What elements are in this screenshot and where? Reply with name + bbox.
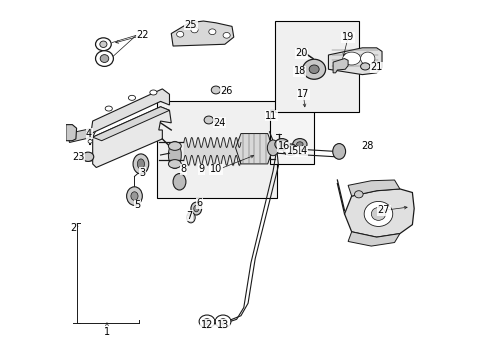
Ellipse shape (278, 142, 285, 147)
Ellipse shape (100, 55, 108, 63)
Text: 6: 6 (196, 198, 203, 208)
Polygon shape (66, 125, 77, 141)
Ellipse shape (95, 38, 111, 51)
Text: 8: 8 (181, 164, 186, 174)
Bar (269, 111, 313, 164)
Text: 11: 11 (264, 111, 277, 121)
Ellipse shape (168, 142, 181, 150)
Text: 26: 26 (220, 86, 232, 96)
Ellipse shape (364, 202, 392, 226)
Ellipse shape (223, 32, 230, 38)
Text: 17: 17 (297, 89, 309, 99)
Ellipse shape (190, 27, 198, 33)
Polygon shape (328, 48, 381, 75)
Text: 4: 4 (86, 129, 92, 139)
Text: 28: 28 (361, 141, 373, 151)
Ellipse shape (302, 59, 325, 79)
Ellipse shape (286, 147, 293, 152)
Text: 10: 10 (209, 164, 222, 174)
Ellipse shape (332, 144, 345, 159)
Ellipse shape (176, 31, 183, 37)
Text: 25: 25 (184, 19, 197, 30)
Ellipse shape (219, 319, 226, 324)
Polygon shape (93, 107, 169, 141)
Ellipse shape (274, 139, 288, 150)
Text: 19: 19 (341, 32, 353, 42)
Ellipse shape (370, 207, 385, 220)
Text: 3: 3 (140, 168, 145, 178)
Polygon shape (171, 21, 233, 46)
Text: 7: 7 (185, 211, 192, 221)
Ellipse shape (100, 41, 107, 48)
Ellipse shape (354, 191, 363, 198)
Text: 18: 18 (293, 66, 305, 76)
Ellipse shape (173, 174, 185, 190)
Ellipse shape (137, 159, 144, 169)
Ellipse shape (360, 52, 374, 65)
Polygon shape (235, 134, 272, 164)
Polygon shape (332, 59, 347, 73)
Text: 2: 2 (70, 223, 76, 233)
Text: 1: 1 (103, 327, 110, 337)
Text: 12: 12 (201, 320, 213, 330)
Ellipse shape (193, 205, 198, 212)
Ellipse shape (211, 86, 220, 94)
Ellipse shape (133, 154, 148, 174)
Ellipse shape (168, 141, 181, 168)
Ellipse shape (186, 212, 195, 223)
Polygon shape (347, 180, 399, 196)
Ellipse shape (126, 187, 142, 205)
Ellipse shape (296, 142, 303, 147)
Text: 21: 21 (370, 63, 382, 72)
Text: 23: 23 (72, 152, 84, 162)
Text: 16: 16 (277, 141, 289, 151)
Text: 13: 13 (217, 320, 229, 330)
Ellipse shape (82, 152, 94, 161)
Text: 27: 27 (377, 205, 389, 215)
Ellipse shape (203, 319, 210, 324)
Ellipse shape (342, 52, 360, 65)
Text: 9: 9 (198, 164, 204, 174)
Text: 20: 20 (295, 48, 307, 58)
Ellipse shape (292, 139, 306, 150)
Ellipse shape (203, 116, 213, 124)
Text: 15: 15 (286, 147, 298, 157)
Polygon shape (347, 232, 399, 246)
Polygon shape (93, 107, 171, 167)
Ellipse shape (308, 65, 319, 73)
Ellipse shape (199, 315, 214, 328)
Ellipse shape (149, 90, 157, 95)
Ellipse shape (208, 29, 216, 35)
Polygon shape (344, 189, 413, 237)
Ellipse shape (168, 159, 181, 168)
Text: 24: 24 (213, 118, 225, 128)
Bar (274, 21, 358, 112)
Bar (157, 102, 276, 198)
Ellipse shape (283, 144, 297, 156)
Ellipse shape (190, 202, 201, 215)
Ellipse shape (128, 95, 135, 100)
Ellipse shape (88, 140, 92, 143)
Ellipse shape (267, 140, 278, 156)
Polygon shape (67, 128, 96, 143)
Ellipse shape (360, 63, 369, 70)
Ellipse shape (105, 106, 112, 111)
Polygon shape (91, 89, 169, 134)
Text: 14: 14 (295, 147, 307, 157)
Ellipse shape (95, 51, 113, 66)
Text: 5: 5 (134, 200, 140, 210)
Ellipse shape (131, 192, 138, 201)
Text: 22: 22 (136, 30, 149, 40)
Ellipse shape (215, 315, 230, 328)
